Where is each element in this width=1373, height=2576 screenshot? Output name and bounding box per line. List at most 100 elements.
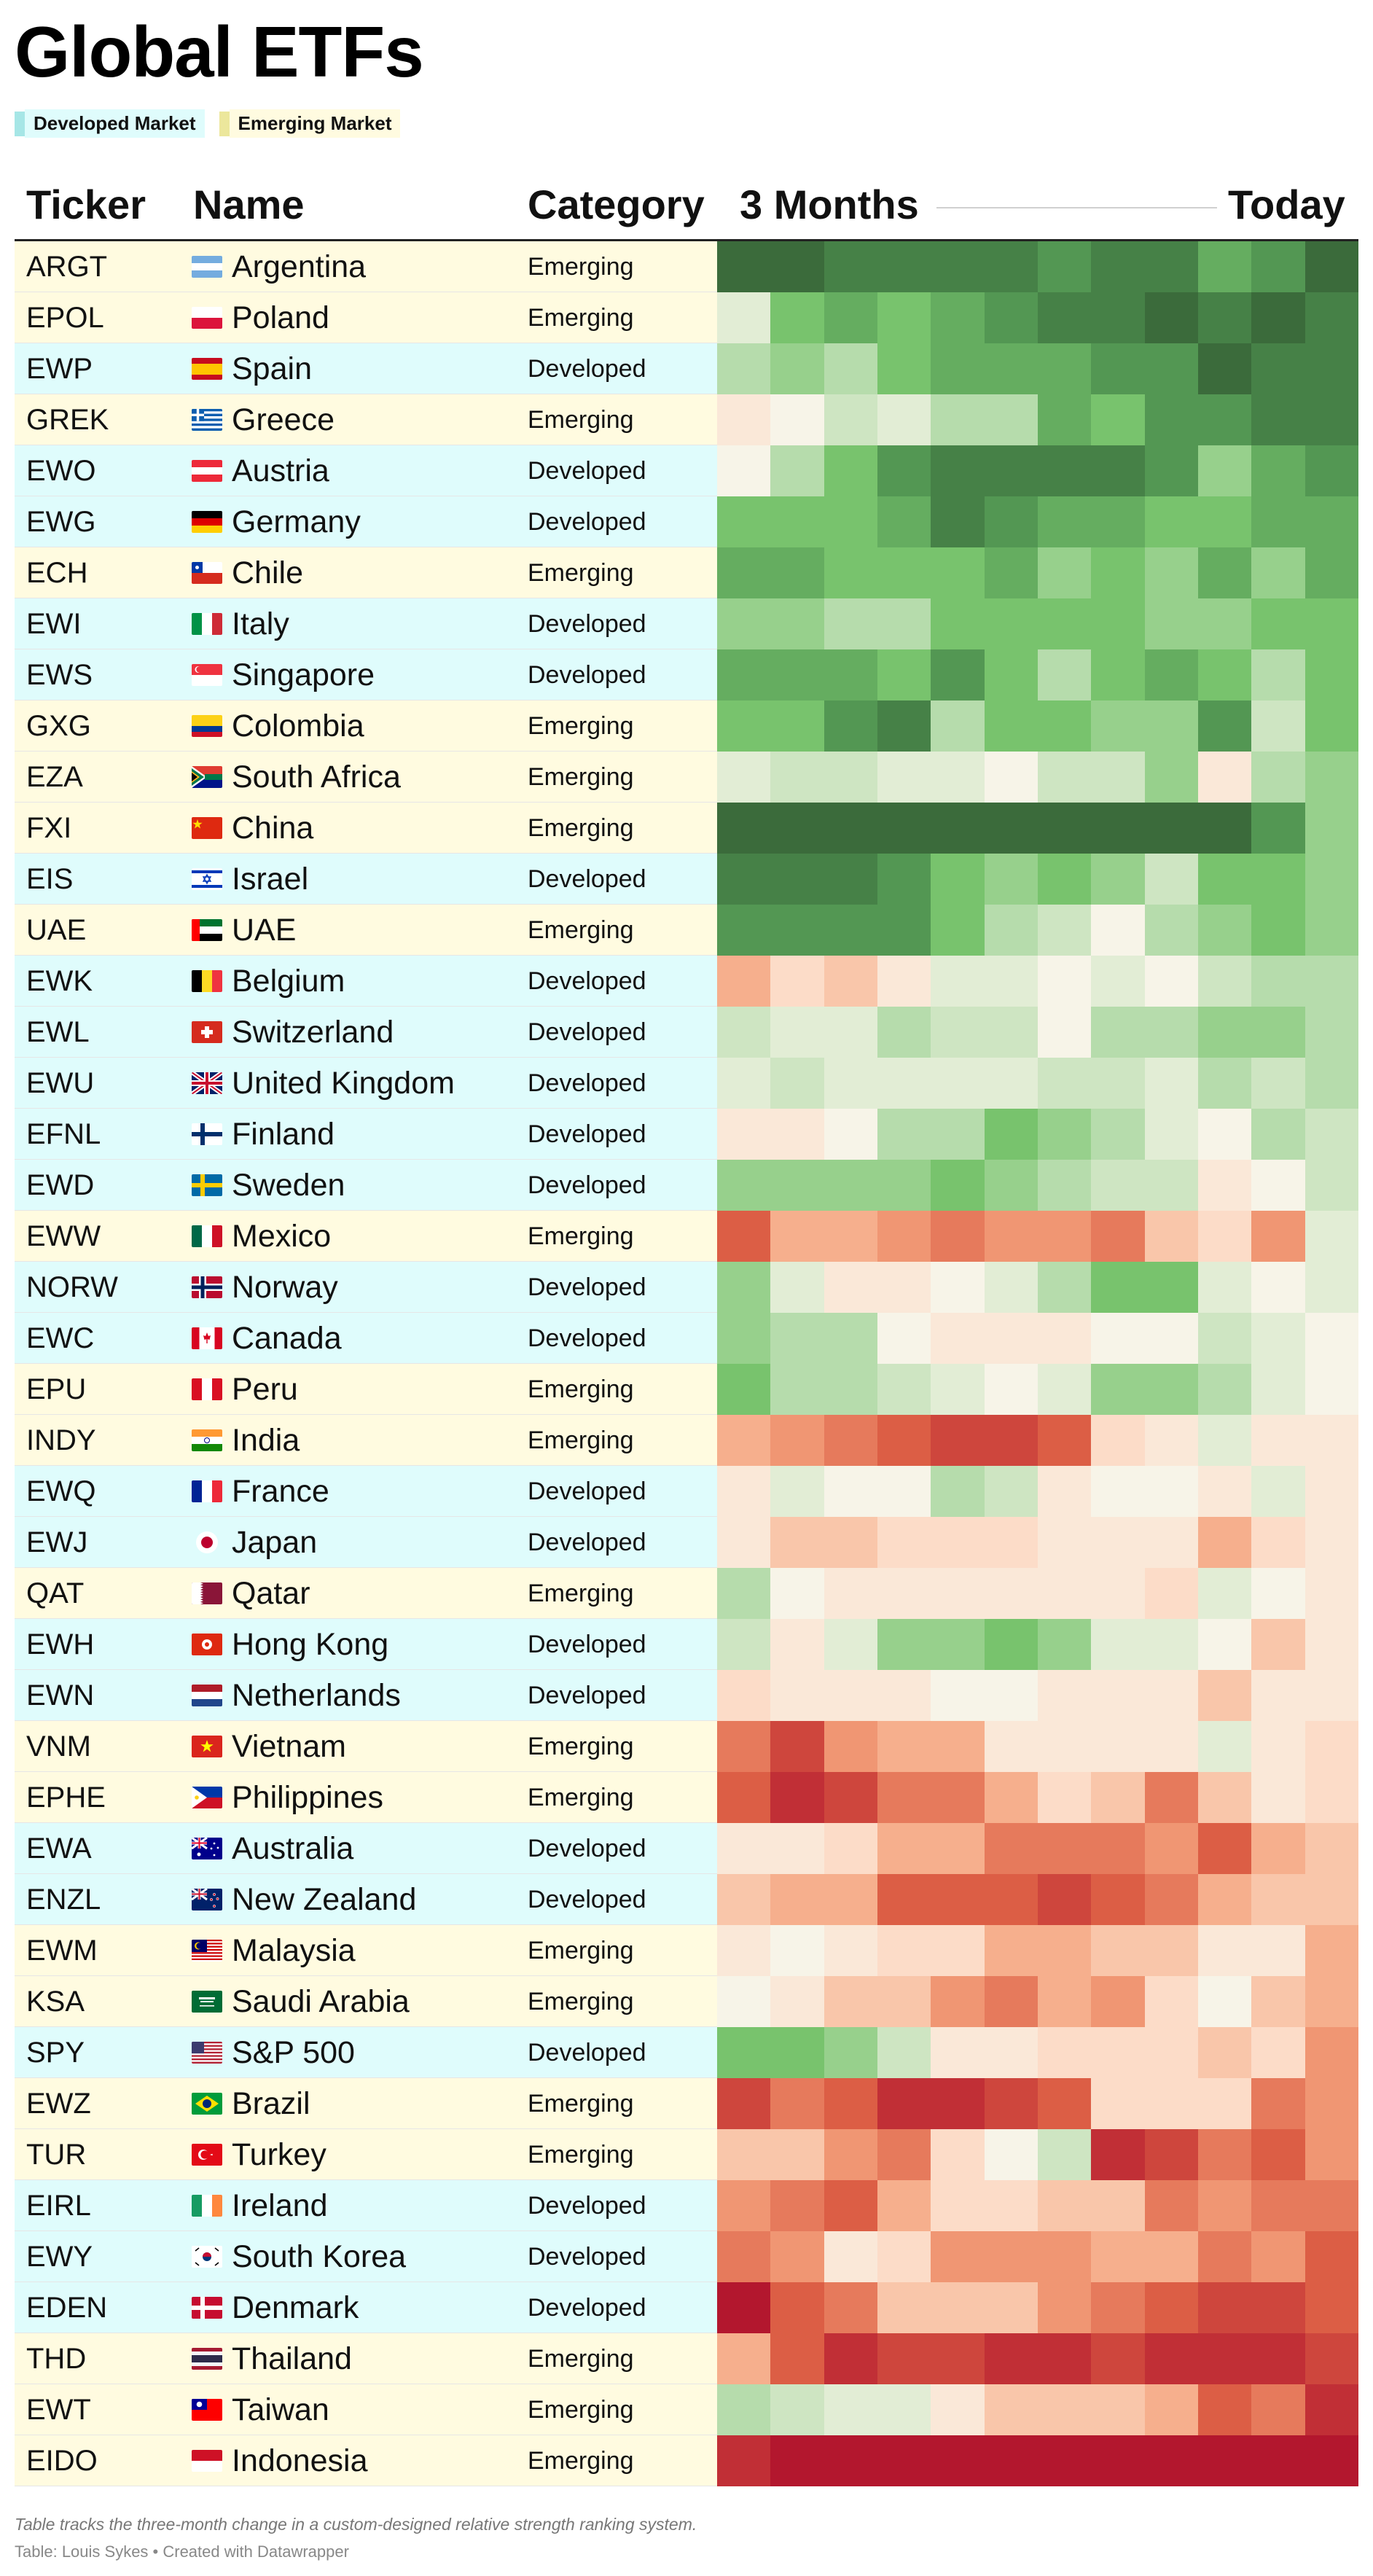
table-row: EIDO Indonesia Emerging [15,2435,1358,2486]
heatmap-cell [1251,2231,1305,2282]
heatmap-cell [770,1211,824,1262]
heatmap-cell [877,1517,931,1568]
column-header-name[interactable]: Name [193,182,305,227]
heatmap-cell [931,2435,985,2486]
heatmap-cell [717,854,771,905]
ticker-cell: QAT [26,1577,85,1609]
column-header-ticker[interactable]: Ticker [26,182,146,227]
heatmap-cell [1304,1466,1358,1517]
heatmap-cell [770,1466,824,1517]
heatmap-strip [717,1976,1358,2027]
heatmap-cell [1144,1364,1198,1415]
heatmap-cell [931,2333,985,2384]
heatmap-cell [824,1925,877,1976]
heatmap-cell [824,1262,877,1313]
heatmap-cell [1091,2333,1145,2384]
country-name-cell: Finland [232,1117,335,1152]
heatmap-cell [824,2078,877,2129]
country-name-cell: New Zealand [232,1882,417,1917]
heatmap-cell [1037,1211,1092,1262]
heatmap-cell [717,496,771,547]
heatmap-cell [1251,2333,1305,2384]
heatmap-cell [1144,1517,1198,1568]
heatmap-cell [824,1415,877,1466]
heatmap-strip [717,343,1358,394]
heatmap-cell [984,1721,1038,1772]
heatmap-cell [824,1823,877,1874]
heatmap-cell [1144,1721,1198,1772]
heatmap-cell [984,1619,1038,1670]
heatmap-cell [1144,1619,1198,1670]
heatmap-cell [1251,854,1305,905]
heatmap-strip [717,2282,1358,2333]
heatmap-cell [824,1109,877,1160]
table-row: EWT Taiwan Emerging [15,2384,1358,2435]
heatmap-cell [1144,2027,1198,2078]
heatmap-cell [877,1619,931,1670]
chile-flag-icon [192,562,222,584]
ticker-cell: EIRL [26,2190,91,2222]
country-name-cell: France [232,1474,329,1509]
category-cell: Developed [528,2243,646,2271]
heatmap-cell [824,1007,877,1058]
heatmap-cell [931,1670,985,1721]
heatmap-strip [717,1670,1358,1721]
heatmap-cell [1037,2435,1092,2486]
category-cell: Emerging [528,814,634,842]
heatmap-cell [1091,343,1145,394]
hong-kong-flag-icon [192,1634,222,1655]
heatmap-strip [717,2435,1358,2486]
category-cell: Developed [528,1273,646,1301]
ticker-cell: EZA [26,761,83,793]
heatmap-cell [1251,649,1305,700]
heatmap-cell [1304,598,1358,649]
heatmap-cell [877,1976,931,2027]
heatmap-cell [1304,854,1358,905]
heatmap-cell [770,1823,824,1874]
heatmap-cell [1037,2180,1092,2231]
heatmap-cell [1197,1721,1252,1772]
heatmap-cell [1144,496,1198,547]
heatmap-cell [1037,803,1092,854]
heatmap-cell [1304,2231,1358,2282]
heatmap-cell [770,905,824,956]
table-row: SPY S&P 500 Developed [15,2027,1358,2078]
country-name-cell: Denmark [232,2290,359,2325]
table-row: EWU United Kingdom Developed [15,1058,1358,1109]
heatmap-cell [770,2129,824,2180]
south-korea-flag-icon [192,2246,222,2268]
heatmap-cell [931,1262,985,1313]
heatmap-cell [1037,1619,1092,1670]
heatmap-cell [1197,2129,1252,2180]
heatmap-cell [931,1160,985,1211]
heatmap-cell [1144,394,1198,445]
heatmap-cell [824,547,877,598]
heatmap-cell [770,1568,824,1619]
table-row: GXG Colombia Emerging [15,700,1358,752]
column-header-category[interactable]: Category [528,182,705,227]
heatmap-cell [931,1721,985,1772]
heatmap-cell [1037,700,1092,752]
ticker-cell: EWN [26,1679,95,1712]
heatmap-cell [1304,1925,1358,1976]
united-states-flag-icon [192,2042,222,2064]
country-name-cell: China [232,811,314,846]
heatmap-cell [1037,1313,1092,1364]
heatmap-cell [1304,2027,1358,2078]
heatmap-cell [1251,241,1305,292]
heatmap-cell [1251,2129,1305,2180]
heatmap-cell [931,343,985,394]
heatmap-cell [984,1772,1038,1823]
heatmap-strip [717,752,1358,803]
heatmap-cell [877,1772,931,1823]
heatmap-cell [1091,1823,1145,1874]
heatmap-cell [824,1160,877,1211]
column-header-start: 3 Months [740,182,919,227]
heatmap-cell [1091,803,1145,854]
heatmap-cell [1144,1874,1198,1925]
heatmap-cell [1304,1415,1358,1466]
heatmap-cell [877,1007,931,1058]
table-row: EWN Netherlands Developed [15,1670,1358,1721]
heatmap-cell [984,496,1038,547]
heatmap-cell [931,1211,985,1262]
